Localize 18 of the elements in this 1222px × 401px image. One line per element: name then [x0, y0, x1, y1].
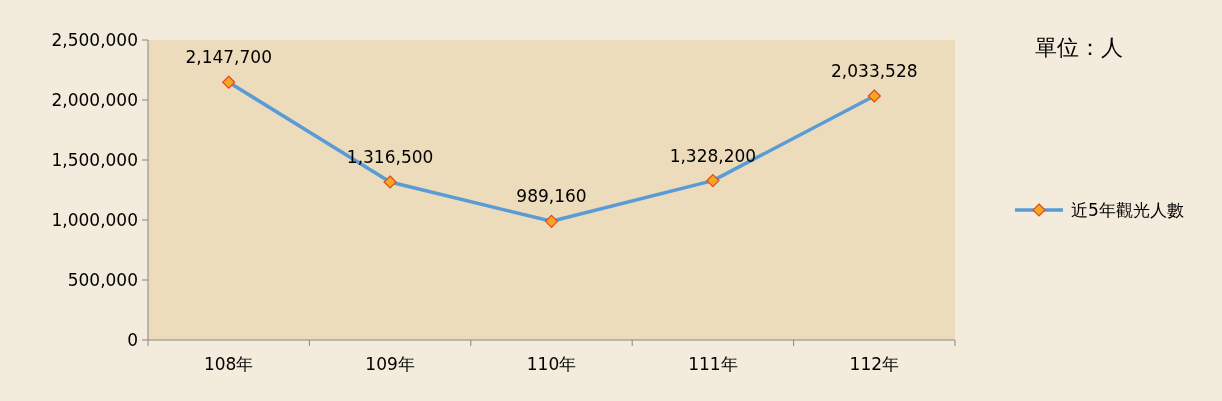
text: 單位：人: [1035, 35, 1123, 60]
x-tick-label: 108年: [203, 354, 254, 374]
x-tick-label: 109年: [365, 354, 415, 374]
data-label: 1,316,500: [346, 147, 434, 168]
y-tick-label: 500,000: [67, 270, 138, 290]
legend-label: 近5年觀光人數: [1071, 200, 1184, 220]
y-tick-label: 0: [127, 330, 138, 350]
x-tick-label: 111年: [688, 354, 738, 374]
x-tick-label: 110年: [526, 354, 577, 374]
data-label: 989,160: [516, 186, 587, 207]
y-tick-label: 2,000,000: [51, 90, 138, 110]
y-tick-label: 1,000,000: [51, 210, 138, 230]
y-tick-label: 1,500,000: [51, 150, 138, 170]
x-tick-label: 112年: [849, 354, 900, 374]
y-tick-label: 2,500,000: [51, 30, 138, 50]
data-label: 2,147,700: [185, 47, 272, 68]
data-label: 1,328,200: [669, 145, 757, 166]
data-label: 2,033,528: [831, 60, 918, 81]
